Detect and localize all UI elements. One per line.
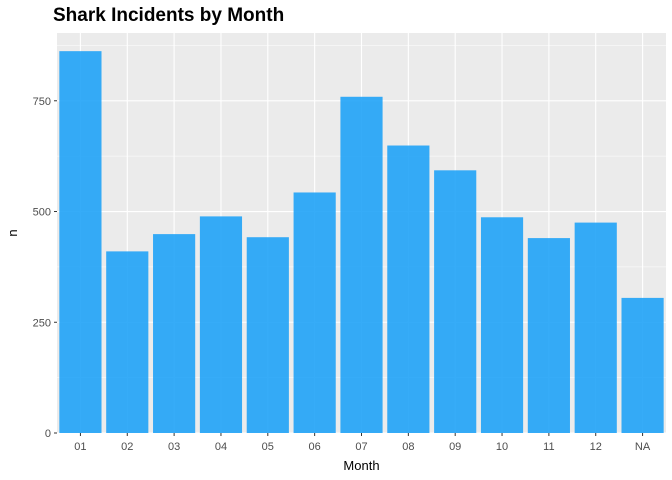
x-tick-label: NA <box>635 441 651 453</box>
x-tick-label: 03 <box>168 441 180 453</box>
bar-02 <box>106 251 149 433</box>
bar-10 <box>480 217 524 433</box>
x-tick-label: 05 <box>262 441 274 453</box>
x-axis-ticks: 01 02 03 04 05 06 07 08 09 10 11 12 NA <box>74 433 651 453</box>
bar-03 <box>153 234 196 433</box>
bar-NA <box>621 297 664 433</box>
x-tick-label: 02 <box>121 441 133 453</box>
bar-07 <box>340 96 383 433</box>
y-axis-ticks: 0 250 500 750 <box>33 96 57 440</box>
bar-11 <box>527 238 570 433</box>
x-tick-label: 07 <box>355 441 367 453</box>
bar-01 <box>59 51 102 433</box>
x-tick-label: 01 <box>74 441 86 453</box>
bars <box>59 51 664 433</box>
bar-08 <box>387 145 430 433</box>
bar-09 <box>434 170 477 433</box>
x-tick-label: 11 <box>543 441 554 453</box>
y-axis-title: n <box>5 229 20 236</box>
bar-12 <box>574 222 617 433</box>
bar-04 <box>199 216 243 433</box>
y-tick-label: 0 <box>45 428 51 440</box>
chart-title: Shark Incidents by Month <box>53 5 285 26</box>
x-tick-label: 09 <box>449 441 461 453</box>
x-tick-label: 10 <box>496 441 508 453</box>
bar-06 <box>293 192 336 433</box>
y-tick-label: 250 <box>33 317 51 329</box>
x-tick-label: 12 <box>590 441 602 453</box>
x-axis-title: Month <box>343 458 379 473</box>
x-tick-label: 04 <box>215 441 227 453</box>
x-tick-label: 08 <box>402 441 414 453</box>
y-tick-label: 750 <box>33 96 51 108</box>
y-tick-label: 500 <box>33 207 51 219</box>
x-tick-label: 06 <box>309 441 321 453</box>
bar-05 <box>246 237 289 433</box>
